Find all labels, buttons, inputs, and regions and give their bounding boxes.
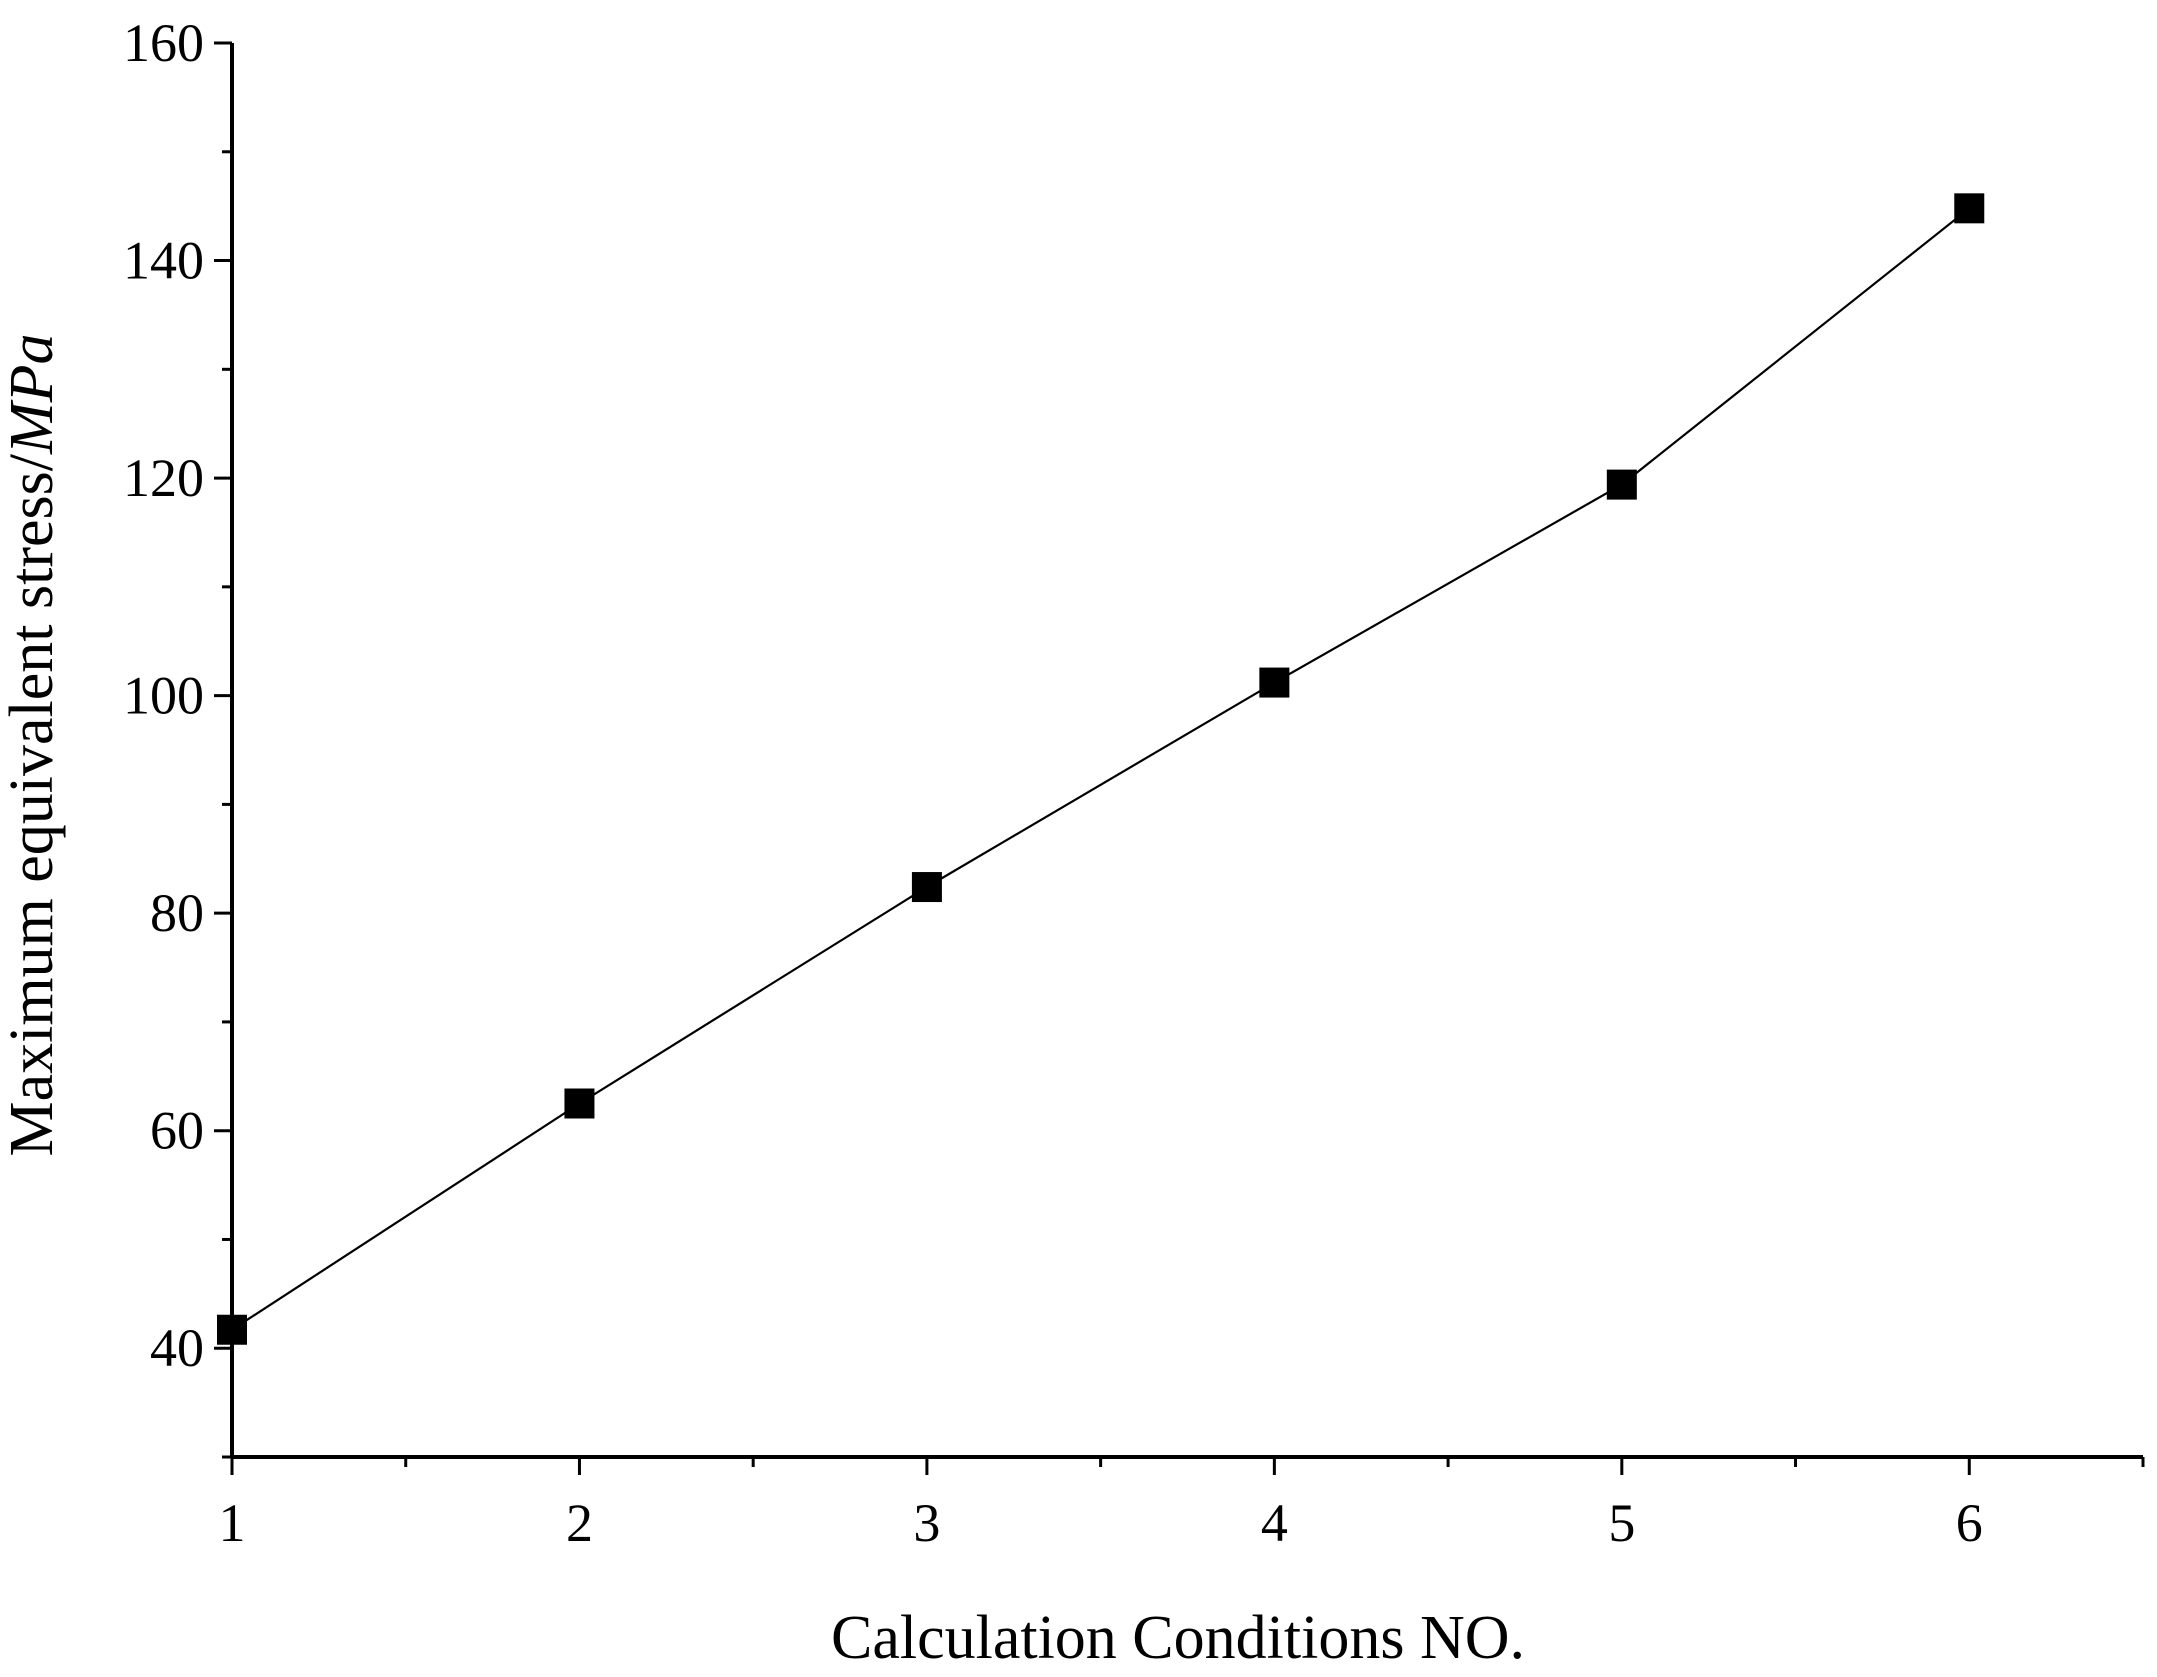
series-line: [231, 207, 1970, 1331]
x-tick-label: 6: [1956, 1493, 1983, 1553]
series-group: [217, 193, 1985, 1345]
y-axis-title-unit: MPa: [0, 333, 66, 455]
data-point-marker: [1606, 469, 1637, 500]
y-tick-label: 120: [123, 448, 204, 508]
y-tick-label: 60: [150, 1101, 204, 1161]
x-tick-label: 2: [566, 1493, 593, 1553]
y-tick-label: 140: [123, 231, 204, 291]
y-tick-label: 80: [150, 883, 204, 943]
x-tick-label: 4: [1261, 1493, 1288, 1553]
x-axis: 1 2 3 4 5 6: [219, 1455, 2145, 1553]
x-tick-label: 3: [913, 1493, 940, 1553]
data-point-marker: [911, 872, 942, 903]
y-axis-title: Maximum equivalent stress/MPa: [0, 333, 66, 1156]
y-tick-label: 40: [150, 1318, 204, 1378]
x-axis-title: Calculation Conditions NO.: [831, 1604, 1525, 1672]
y-tick-label: 160: [123, 13, 204, 73]
x-tick-label: 1: [219, 1493, 246, 1553]
data-point-marker: [217, 1314, 247, 1345]
x-tick-label: 5: [1608, 1493, 1635, 1553]
y-axis-title-text: Maximum equivalent stress/: [0, 453, 66, 1156]
data-point-marker: [1259, 667, 1290, 698]
y-axis: 40 60 80 100 120 140 160: [123, 13, 234, 1459]
data-point-marker: [564, 1088, 595, 1119]
data-point-marker: [1954, 193, 1985, 224]
y-tick-label: 100: [123, 666, 204, 726]
